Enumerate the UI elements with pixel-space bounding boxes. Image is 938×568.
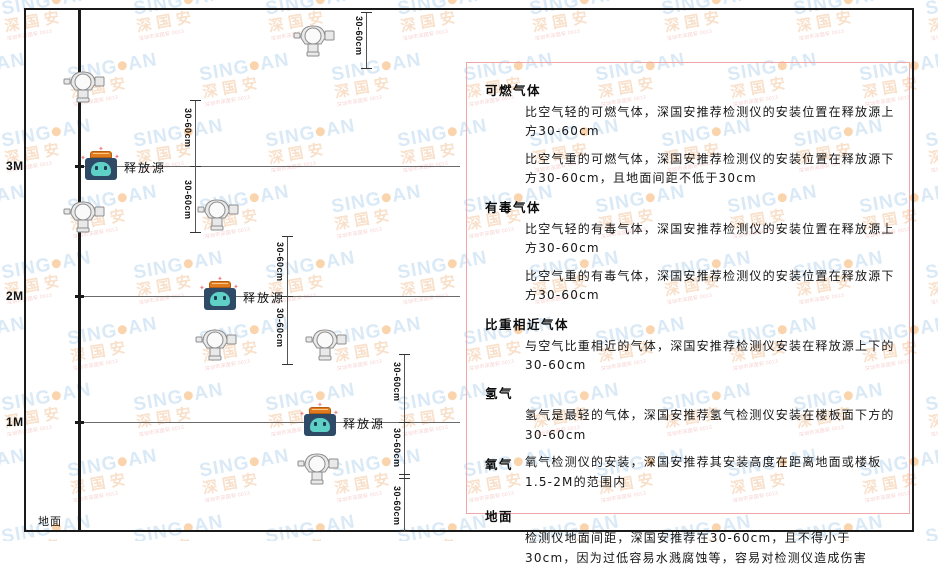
vertical-axis: [78, 8, 81, 532]
dimension-cap: [399, 531, 410, 532]
axis-guideline-2m: [84, 296, 460, 297]
dimension-label: 30-60cm: [354, 16, 364, 56]
axis-tick-label-1m: 1M: [6, 415, 24, 429]
release-source-icon: ✦ ✦ ✦: [80, 146, 120, 183]
dimension-line: [287, 236, 288, 296]
dimension-line: [287, 296, 288, 364]
dimension-line: [195, 100, 196, 166]
axis-guideline-3m: [84, 166, 460, 167]
release-source-label: 释放源: [243, 291, 286, 305]
axis-tick-label-3m: 3M: [6, 159, 24, 173]
guideline-paragraph: 比空气轻的有毒气体，深国安推荐检测仪的安装位置在释放源上方30-60cm: [525, 221, 895, 256]
guideline-section: 可燃气体比空气轻的可燃气体，深国安推荐检测仪的安装位置在释放源上方30-60cm…: [485, 80, 895, 189]
outer-frame: [24, 8, 914, 532]
dimension-cap: [399, 474, 410, 475]
guideline-section-title: 有毒气体: [485, 199, 542, 215]
dimension-label: 30-60cm: [275, 308, 285, 348]
guidelines-content: 可燃气体比空气轻的可燃气体，深国安推荐检测仪的安装位置在释放源上方30-60cm…: [467, 63, 909, 565]
guideline-section: 地面 检测仪地面间距，深国安推荐在30-60cm，且不得小于30cm，因为过低容易…: [485, 506, 895, 568]
dimension-label: 30-60cm: [183, 180, 193, 220]
gas-detector-icon: [62, 68, 108, 104]
dimension-line: [366, 12, 367, 68]
axis-tick-nub-2m: [75, 295, 84, 298]
installation-height-diagram: 3M 2M 1M 地面: [0, 0, 460, 541]
dimension-cap: [399, 478, 410, 479]
dimension-cap: [190, 100, 201, 101]
gas-detector-icon: [292, 22, 338, 58]
release-source-label: 释放源: [343, 417, 386, 431]
ground-label: 地面: [38, 515, 62, 528]
release-source-icon: ✦ ✦ ✦: [299, 402, 339, 439]
axis-tick-nub-3m: [75, 165, 84, 168]
guideline-section-title: 地面: [485, 509, 514, 525]
gas-detector-icon: [304, 326, 350, 362]
dimension-cap: [399, 422, 410, 423]
dimension-label: 30-60cm: [392, 486, 402, 526]
guideline-paragraph: 与空气比重相近的气体，深国安推荐检测仪安装在释放源上下的30-60cm: [525, 338, 895, 372]
guideline-section: 有毒气体比空气轻的有毒气体，深国安推荐检测仪的安装位置在释放源上方30-60cm…: [485, 197, 895, 306]
gas-detector-icon: [62, 198, 108, 234]
dimension-label: 30-60cm: [183, 108, 193, 148]
guideline-section-title: 氧气: [485, 457, 514, 473]
guideline-paragraph: 比空气轻的可燃气体，深国安推荐检测仪的安装位置在释放源上方30-60cm: [525, 105, 895, 139]
dimension-cap: [399, 354, 410, 355]
guideline-paragraph: 氧气检测仪的安装，深国安推荐其安装高度在距离地面或楼板1.5-2M的范围内: [525, 455, 882, 489]
dimension-cap: [282, 236, 293, 237]
dimension-label: 30-60cm: [392, 428, 402, 468]
guideline-paragraph: 检测仪地面间距，深国安推荐在30-60cm，且不得小于30cm，因为过低容易水溅…: [525, 531, 867, 565]
guideline-section: 氧气 氧气检测仪的安装，深国安推荐其安装高度在距离地面或楼板1.5-2M的范围内: [485, 453, 895, 492]
dimension-label: 30-60cm: [275, 242, 285, 282]
axis-tick-nub-1m: [75, 421, 84, 424]
gas-detector-icon: [194, 326, 240, 362]
guideline-section: 比重相近气体与空气比重相近的气体，深国安推荐检测仪安装在释放源上下的30-60c…: [485, 314, 895, 376]
release-source-label: 释放源: [124, 161, 167, 175]
guideline-section-title: 可燃气体: [485, 83, 542, 98]
guideline-paragraph: 比空气重的有毒气体，深国安推荐检测仪的安装位置在释放源下方30-60cm: [525, 268, 895, 303]
guideline-section-title: 氢气: [485, 386, 514, 402]
dimension-cap: [361, 12, 372, 13]
dimension-line: [195, 166, 196, 232]
guideline-section: 氢气 氢气是最轻的气体，深国安推荐氢气检测仪安装在楼板面下方的30-60cm: [485, 383, 895, 445]
release-source-icon: ✦ ✦ ✦: [199, 276, 239, 313]
guideline-paragraph: 比空气重的可燃气体，深国安推荐检测仪的安装位置在释放源下方30-60cm，且地面…: [525, 151, 895, 186]
axis-tick-label-2m: 2M: [6, 289, 24, 303]
dimension-cap: [282, 364, 293, 365]
guidelines-panel: 可燃气体比空气轻的可燃气体，深国安推荐检测仪的安装位置在释放源上方30-60cm…: [466, 62, 910, 565]
gas-detector-icon: [196, 196, 242, 232]
dimension-cap: [190, 232, 201, 233]
dimension-line: [404, 354, 405, 532]
guideline-paragraph: 氢气是最轻的气体，深国安推荐氢气检测仪安装在楼板面下方的30-60cm: [525, 408, 895, 442]
gas-detector-icon: [296, 450, 342, 486]
dimension-cap: [361, 68, 372, 69]
guideline-section-title: 比重相近气体: [485, 316, 570, 332]
dimension-label: 30-60cm: [392, 362, 402, 402]
axis-guideline-1m: [84, 422, 460, 423]
